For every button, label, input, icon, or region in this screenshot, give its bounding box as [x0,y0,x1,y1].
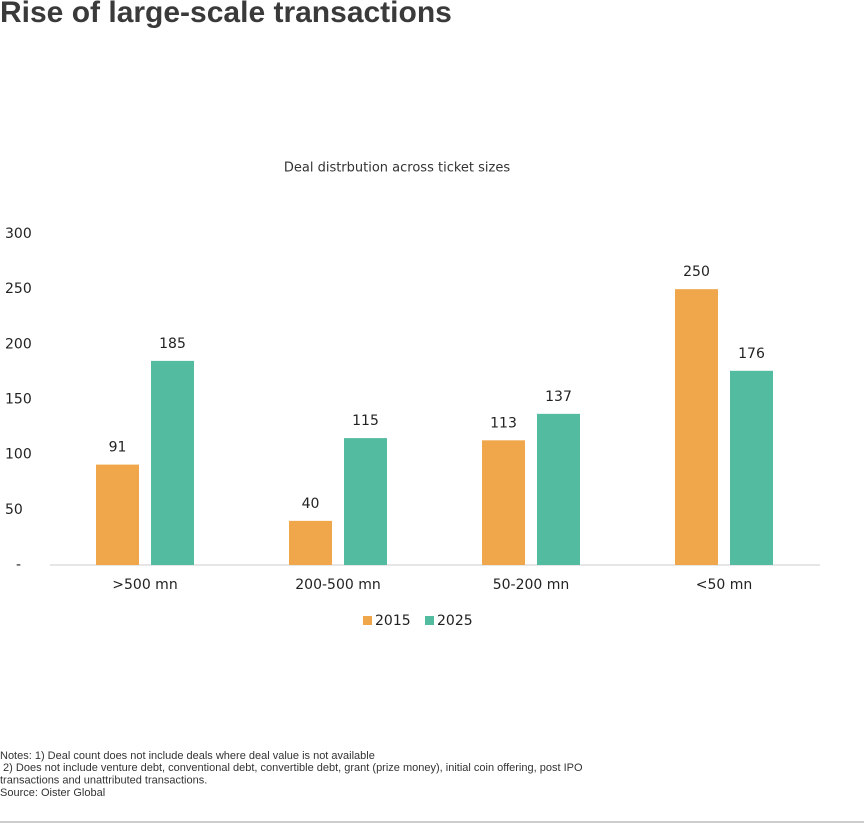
bar [96,464,139,565]
value-label: 185 [159,336,186,352]
bar [289,520,332,565]
bar [482,440,525,565]
bar [344,438,387,565]
y-tick-label: 50 [5,502,23,518]
x-tick-label: 50-200 mn [493,577,570,593]
value-label: 91 [109,440,127,456]
bar [537,413,580,565]
chart-subtitle: Deal distrbution across ticket sizes [284,161,510,176]
y-tick-label: 100 [5,447,32,463]
y-tick-label: - [16,557,21,573]
bar [730,370,773,565]
x-tick-label: >500 mn [112,577,177,593]
value-label: 40 [302,496,320,512]
y-tick-label: 200 [5,336,32,352]
value-label: 115 [352,413,379,429]
legend-swatch [425,616,434,625]
y-tick-label: 250 [5,281,32,297]
x-tick-label: 200-500 mn [295,577,380,593]
note: Notes: 1) Deal count does not include de… [0,750,375,762]
note: transactions and unattributed transactio… [0,775,207,787]
value-label: 250 [683,264,710,280]
value-label: 137 [545,389,572,405]
y-tick-label: 150 [5,392,32,408]
chart-title: Rise of large-scale transactions [0,0,452,29]
legend-label: 2025 [437,613,473,629]
bar [675,289,718,565]
value-label: 113 [490,415,517,431]
legend-swatch [363,616,372,625]
y-tick-label: 300 [5,226,32,242]
bar [151,360,194,565]
value-label: 176 [738,346,765,362]
legend-label: 2015 [375,613,411,629]
note: 2) Does not include venture debt, conven… [0,762,583,774]
x-tick-label: <50 mn [696,577,753,593]
note: Source: Oister Global [0,787,105,799]
